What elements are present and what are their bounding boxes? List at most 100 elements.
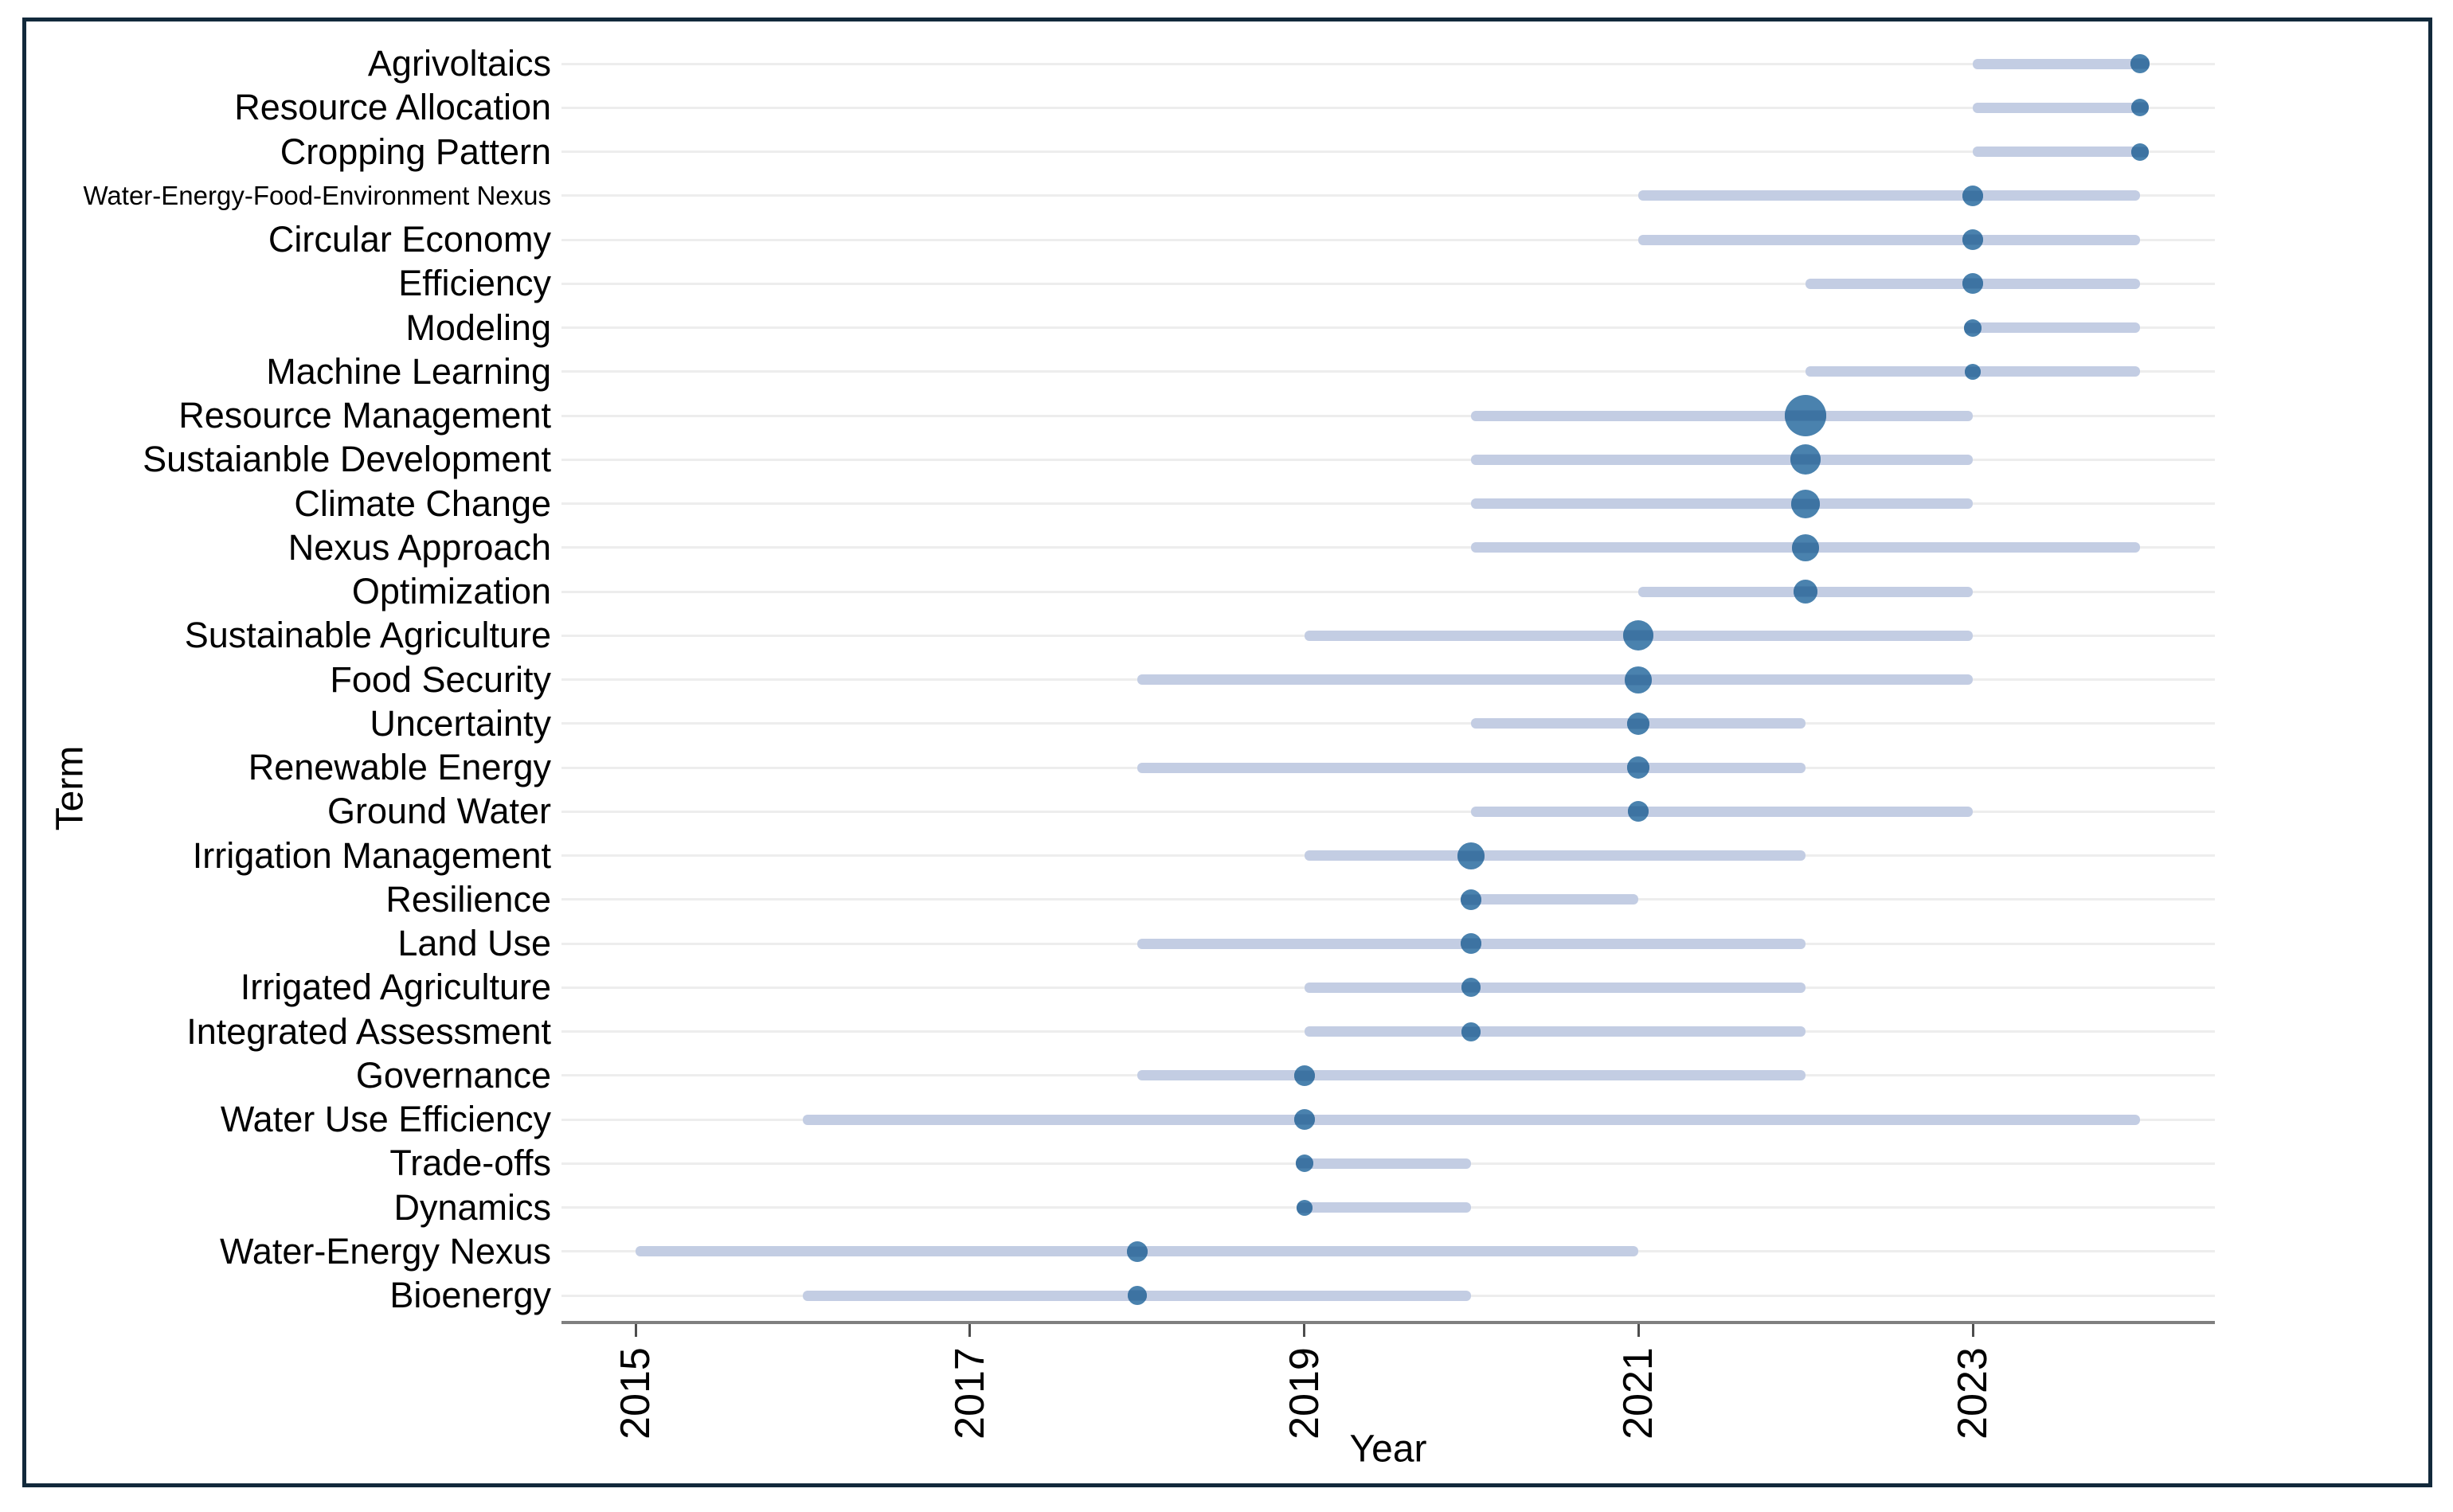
- gridline: [561, 898, 2215, 901]
- term-label: Water Use Efficiency: [220, 1099, 551, 1139]
- median-bubble: [1962, 229, 1983, 250]
- gridline: [561, 810, 2215, 813]
- range-line: [1304, 850, 1806, 861]
- range-line: [1973, 102, 2140, 113]
- range-line: [1137, 674, 1973, 685]
- range-line: [1973, 322, 2140, 333]
- x-tick-mark: [634, 1324, 637, 1337]
- bubble-stripe: [1293, 1114, 1315, 1125]
- range-line: [1137, 1070, 1806, 1081]
- x-tick-label: 2023: [1950, 1347, 1996, 1440]
- gridline: [561, 194, 2215, 197]
- bubble-stripe: [1623, 630, 1654, 641]
- median-bubble: [1625, 666, 1653, 693]
- term-label: Irrigated Agriculture: [240, 967, 551, 1008]
- median-bubble: [1127, 1286, 1147, 1305]
- bubble-stripe: [1627, 762, 1650, 773]
- median-bubble: [1790, 444, 1821, 475]
- gridline: [561, 326, 2215, 329]
- range-line: [1304, 1202, 1472, 1213]
- term-label: Trade-offs: [389, 1143, 551, 1184]
- term-label: Integrated Assessment: [186, 1010, 551, 1052]
- range-line: [1304, 1026, 1806, 1037]
- bubble-stripe: [1461, 1026, 1481, 1037]
- range-line: [1304, 1158, 1472, 1169]
- median-bubble: [1965, 363, 1981, 380]
- x-tick-mark: [1971, 1324, 1974, 1337]
- term-label: Resource Management: [178, 395, 551, 436]
- x-tick-label: 2021: [1615, 1347, 1662, 1440]
- bubble-stripe: [2130, 102, 2149, 113]
- range-line: [1304, 982, 1806, 993]
- median-bubble: [1457, 842, 1485, 869]
- gridline: [561, 106, 2215, 109]
- figure-frame: [22, 18, 2432, 1487]
- term-label: Water-Energy Nexus: [220, 1230, 551, 1272]
- bubble-stripe: [1785, 410, 1827, 421]
- median-bubble: [1293, 1109, 1315, 1130]
- term-label: Cropping Pattern: [280, 131, 551, 172]
- term-label: Resilience: [385, 878, 551, 920]
- x-tick-mark: [1303, 1324, 1305, 1337]
- range-line: [1638, 234, 2140, 245]
- bubble-stripe: [1790, 454, 1821, 465]
- term-label: Modeling: [405, 307, 551, 348]
- median-bubble: [1461, 1022, 1481, 1041]
- bubble-stripe: [1461, 982, 1481, 993]
- term-label: Water-Energy-Food-Environment Nexus: [83, 180, 552, 210]
- range-line: [1471, 454, 1973, 465]
- term-label: Climate Change: [294, 483, 551, 524]
- range-line: [1137, 762, 1806, 773]
- term-label: Agrivoltaics: [367, 43, 551, 84]
- gridline: [561, 370, 2215, 373]
- bubble-stripe: [1962, 190, 1983, 201]
- gridline: [561, 722, 2215, 725]
- x-tick-label: 2017: [946, 1347, 993, 1440]
- median-bubble: [1623, 620, 1654, 651]
- term-label: Optimization: [351, 571, 551, 611]
- bubble-stripe: [1293, 1070, 1315, 1081]
- x-tick-mark: [1637, 1324, 1640, 1337]
- term-label: Dynamics: [393, 1186, 551, 1228]
- median-bubble: [1964, 318, 1982, 337]
- gridline: [561, 414, 2215, 417]
- range-line: [1973, 58, 2140, 69]
- median-bubble: [1461, 978, 1481, 998]
- range-line: [1638, 190, 2140, 201]
- bubble-stripe: [2130, 58, 2150, 69]
- x-tick-mark: [968, 1324, 972, 1337]
- median-bubble: [1296, 1199, 1313, 1216]
- median-bubble: [1461, 889, 1482, 910]
- gridline: [561, 502, 2215, 505]
- term-label: Machine Learning: [266, 350, 551, 392]
- term-label: Uncertainty: [370, 702, 551, 744]
- median-bubble: [1628, 801, 1649, 822]
- median-bubble: [1962, 185, 1983, 206]
- x-axis-line: [561, 1321, 2215, 1324]
- bubble-stripe: [1964, 322, 1982, 333]
- median-bubble: [2130, 99, 2149, 117]
- x-tick-label: 2019: [1281, 1347, 1328, 1440]
- bubble-stripe: [1794, 586, 1818, 597]
- bubble-stripe: [1962, 234, 1983, 245]
- median-bubble: [1785, 395, 1827, 436]
- bubble-stripe: [1127, 1290, 1147, 1301]
- gridline: [561, 62, 2215, 65]
- term-label: Renewable Energy: [248, 747, 551, 787]
- term-label: Sustainable Agriculture: [184, 615, 551, 656]
- range-line: [1471, 806, 1973, 817]
- term-label: Food Security: [330, 658, 551, 700]
- bubble-stripe: [1625, 674, 1653, 685]
- term-label: Sustaianble Development: [143, 439, 551, 480]
- bubble-stripe: [1962, 278, 1983, 289]
- term-label: Nexus Approach: [288, 526, 551, 568]
- gridline: [561, 282, 2215, 285]
- term-label: Governance: [355, 1054, 551, 1096]
- median-bubble: [1794, 580, 1818, 604]
- term-label: Efficiency: [398, 263, 551, 304]
- median-bubble: [1792, 533, 1820, 561]
- median-bubble: [2130, 143, 2149, 161]
- term-label: Ground Water: [327, 791, 551, 832]
